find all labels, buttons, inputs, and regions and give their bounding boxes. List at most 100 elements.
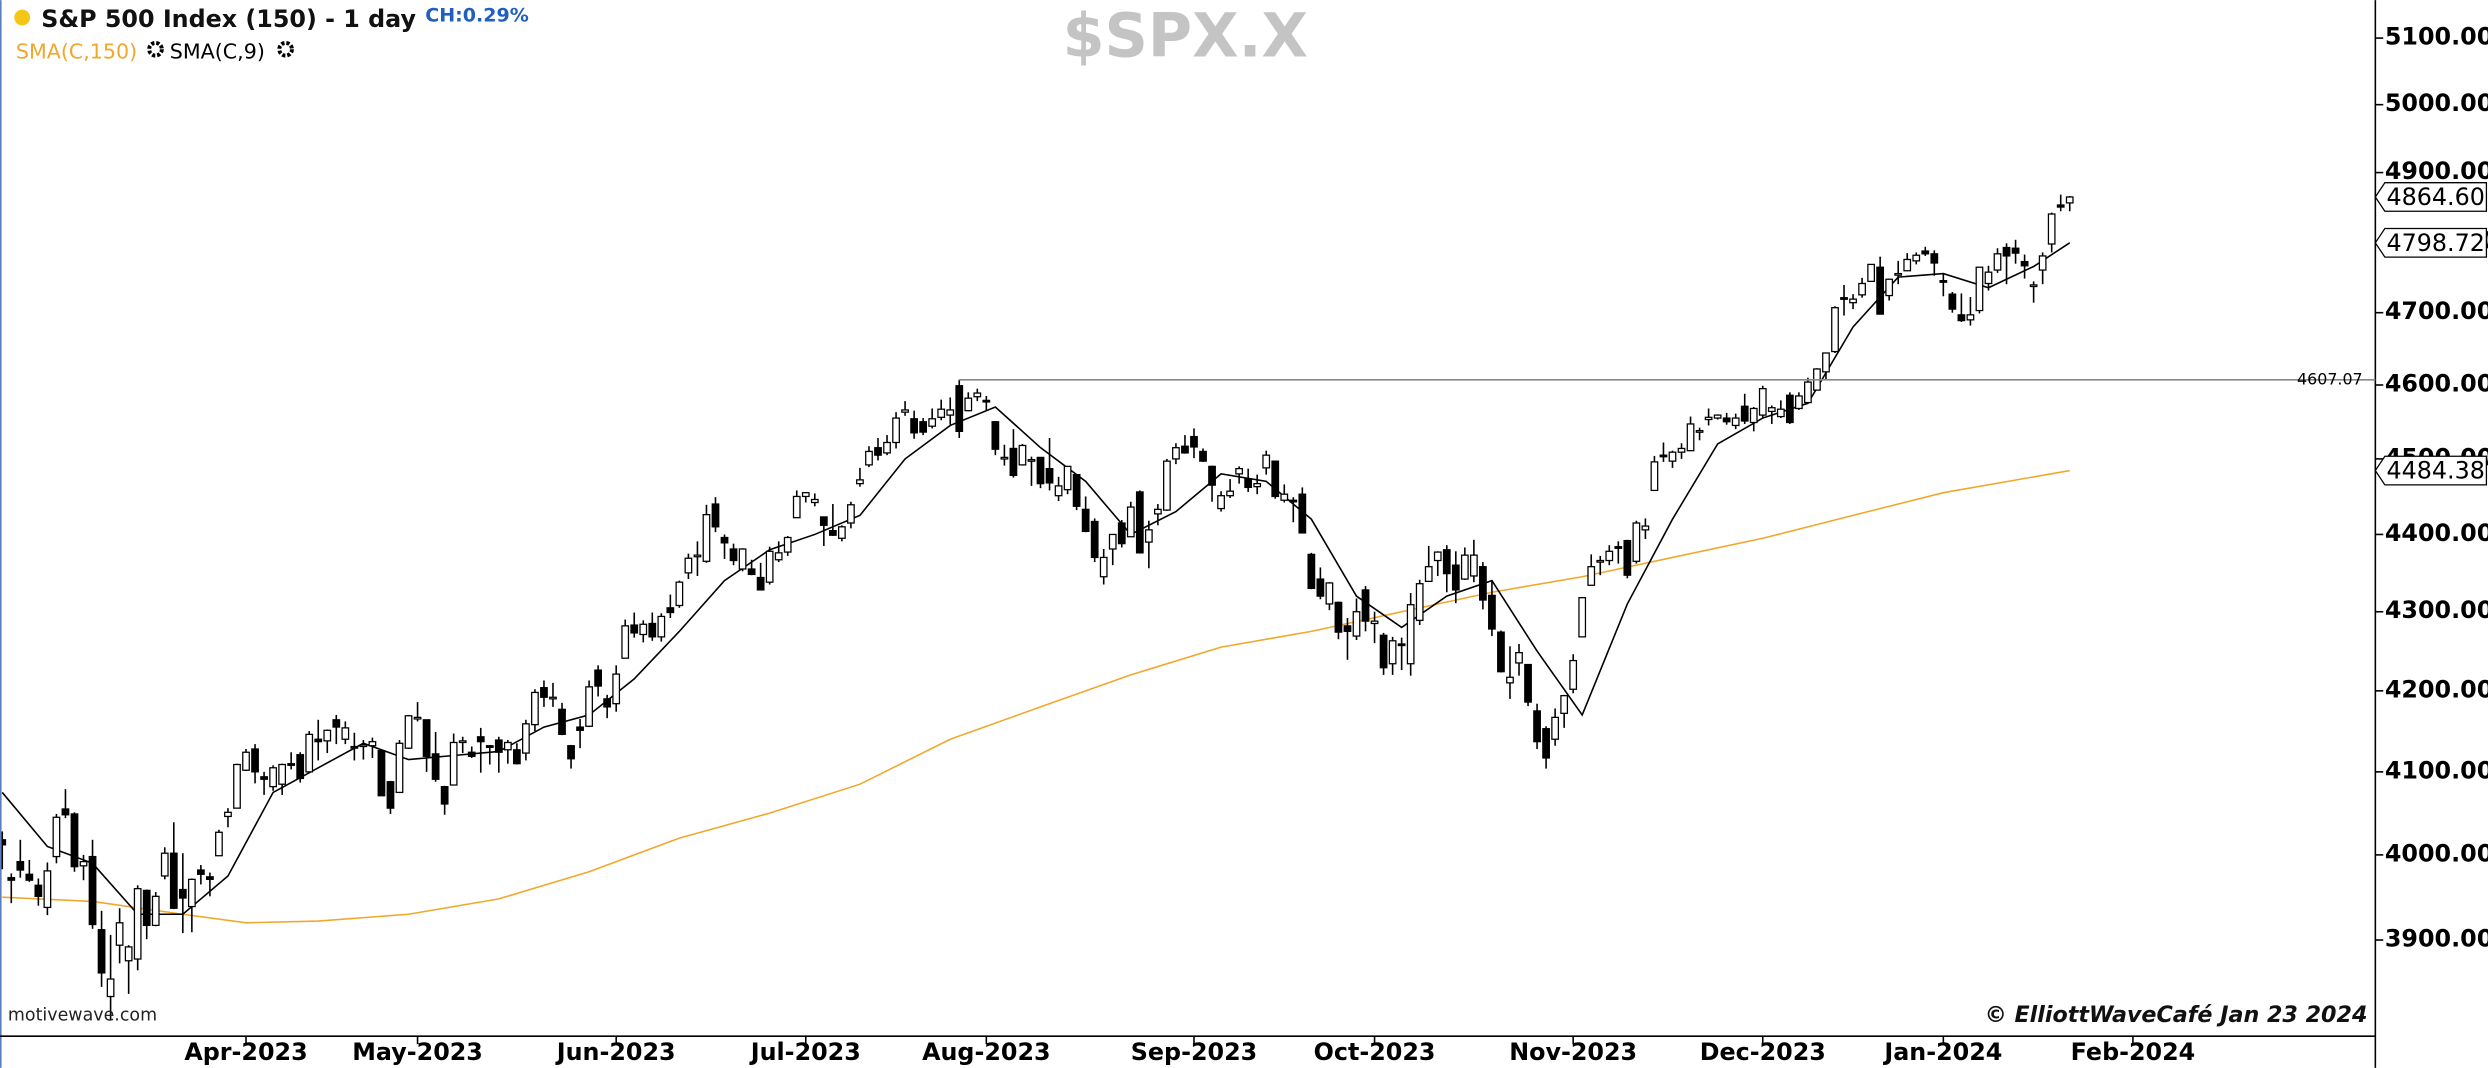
candle-body: [711, 503, 720, 528]
candle-body: [1226, 490, 1234, 497]
candle-body: [540, 687, 548, 698]
candle-body: [196, 869, 205, 875]
candle-body: [43, 870, 52, 909]
candle-body: [485, 745, 494, 748]
y-tick-label: 4100.00: [2385, 756, 2488, 784]
candle-body: [937, 408, 946, 418]
candle-body: [1343, 625, 1352, 632]
candle-body: [2002, 246, 2011, 257]
legend-entry[interactable]: SMA(C,9): [170, 39, 265, 63]
candle-body: [1849, 298, 1857, 304]
candle-body: [395, 742, 404, 794]
candle-body: [1966, 314, 1975, 321]
candle-body: [1072, 473, 1081, 507]
candle-body: [810, 498, 819, 504]
y-tick-label: 4000.00: [2385, 839, 2488, 867]
candle-body: [747, 568, 756, 576]
candle-body: [2047, 213, 2056, 245]
candle-body: [1767, 407, 1776, 413]
candle-body: [630, 624, 639, 634]
candle-body: [314, 738, 323, 743]
candle-body: [1921, 250, 1930, 255]
candle-body: [819, 516, 828, 526]
settings-icon[interactable]: [277, 40, 294, 58]
y-tick-label: 5100.00: [2385, 23, 2488, 51]
candle-body: [1424, 566, 1433, 583]
candle-body: [792, 495, 801, 519]
candle-body: [576, 726, 584, 731]
candle-body: [531, 691, 539, 726]
candle-body: [1135, 491, 1144, 554]
candle-body: [124, 946, 133, 962]
chart-title: S&P 500 Index (150) - 1 day: [41, 5, 416, 33]
candle-body: [549, 696, 557, 700]
candle-body: [684, 557, 693, 574]
candle-body: [1831, 307, 1839, 353]
candle-body: [260, 776, 268, 780]
candle-body: [1271, 460, 1280, 498]
candle-body: [2020, 260, 2029, 267]
candle-body: [368, 741, 377, 747]
candle-body: [1099, 556, 1108, 578]
candle-body: [1930, 253, 1939, 264]
candle-body: [1370, 620, 1379, 625]
candle-body: [115, 922, 124, 946]
candle-body: [332, 719, 341, 728]
candle-body: [287, 763, 296, 766]
candle-body: [1614, 546, 1623, 549]
candle-body: [269, 767, 277, 788]
legend-entry[interactable]: SMA(C,150): [16, 39, 137, 63]
candle-body: [1804, 381, 1812, 404]
candle-body: [928, 418, 937, 427]
candle-body: [1695, 429, 1704, 433]
candle-body: [187, 878, 196, 908]
candle-body: [1163, 460, 1171, 511]
candle-body: [1352, 611, 1361, 637]
candle-body: [1172, 447, 1180, 460]
x-tick-label: Feb-2024: [2071, 1038, 2196, 1066]
candle-body: [1569, 659, 1578, 690]
candle-body: [1885, 278, 1894, 297]
candle-body: [1235, 467, 1244, 475]
candle-body: [1677, 447, 1686, 453]
candle-body: [1488, 594, 1496, 630]
candle-body: [233, 763, 241, 809]
candle-body: [2011, 247, 2020, 254]
candle-body: [1298, 493, 1307, 534]
candle-body: [1551, 716, 1560, 740]
candle-body: [693, 554, 702, 558]
price-tag-label: 4864.60: [2386, 183, 2484, 211]
candle-body: [1117, 522, 1126, 545]
candle-body: [1587, 566, 1596, 586]
candle-body: [386, 781, 395, 809]
candle-body: [2029, 284, 2038, 288]
symbol-watermark: $SPX.X: [1063, 1, 1308, 71]
candle-body: [1126, 506, 1135, 538]
candle-body: [1036, 456, 1045, 485]
candle-body: [2065, 196, 2074, 204]
candle-body: [892, 417, 900, 444]
candle-body: [61, 808, 70, 816]
candle-body: [323, 729, 332, 742]
candle-body: [1244, 478, 1253, 489]
candle-body: [476, 736, 485, 743]
candle-body: [1578, 597, 1587, 638]
status-dot: [14, 9, 31, 26]
candle-body: [1668, 451, 1677, 462]
settings-icon[interactable]: [147, 40, 164, 58]
x-tick-label: May-2023: [352, 1038, 483, 1066]
y-tick-label: 4300.00: [2385, 596, 2488, 624]
sma-line: [1, 242, 2071, 916]
candle-body: [856, 479, 864, 485]
level-label: 4607.07: [2297, 369, 2363, 388]
candle-body: [1903, 258, 1912, 272]
candle-body: [675, 581, 684, 607]
candle-body: [973, 392, 982, 398]
candle-body: [1948, 293, 1957, 310]
candle-body: [34, 884, 43, 897]
candle-body: [1596, 559, 1605, 563]
x-tick-label: Oct-2023: [1314, 1038, 1436, 1066]
